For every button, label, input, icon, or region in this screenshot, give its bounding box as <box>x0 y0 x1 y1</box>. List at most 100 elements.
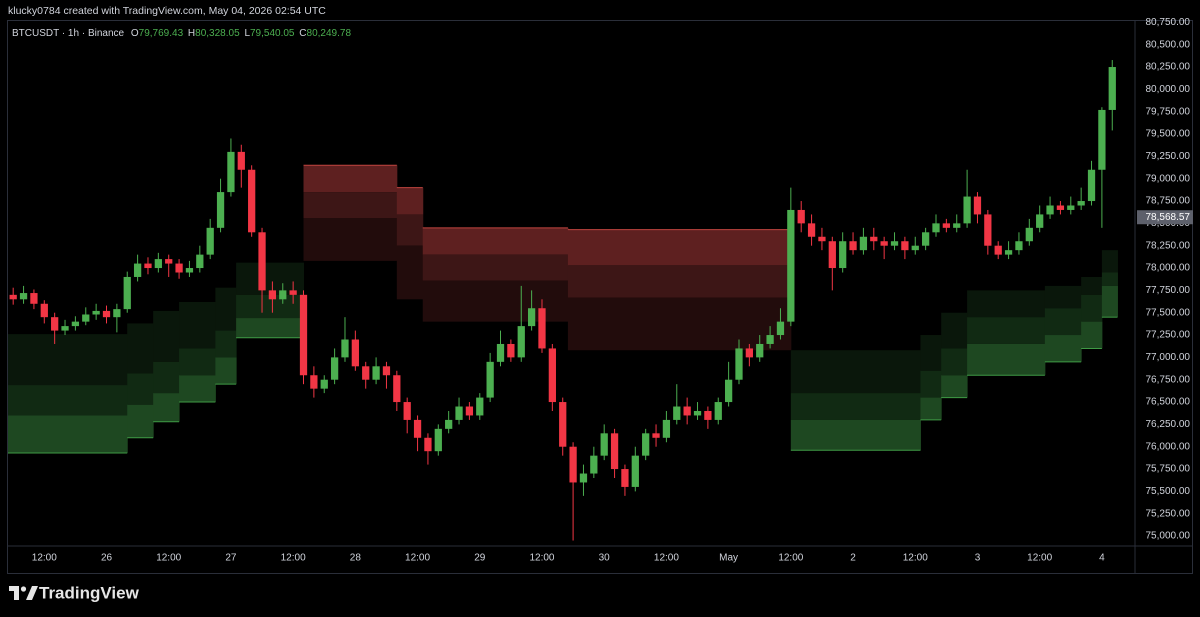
candle-body <box>621 469 629 487</box>
y-tick-label: 78,250.00 <box>1146 240 1191 251</box>
candle-body <box>932 223 940 233</box>
zone-band <box>967 290 1046 318</box>
candle-body <box>693 410 702 416</box>
zone-band <box>127 404 154 438</box>
zones <box>8 164 1118 454</box>
x-tick-label: 12:00 <box>156 553 181 564</box>
candle-body <box>797 209 805 224</box>
y-tick-label: 79,750.00 <box>1146 106 1191 117</box>
candle-body <box>1067 205 1075 210</box>
candle-body <box>745 348 753 358</box>
zone-band <box>236 262 305 295</box>
zone-band <box>967 343 1046 376</box>
zone-band <box>941 375 968 398</box>
zone-band <box>790 393 921 420</box>
zone-band <box>8 334 128 386</box>
candle-body <box>600 433 608 456</box>
candle-body <box>973 196 982 215</box>
candle-body <box>496 343 505 362</box>
zone-band <box>396 245 424 300</box>
candle-body <box>455 406 463 420</box>
candle-body <box>382 366 391 376</box>
candle-body <box>248 169 256 233</box>
x-tick-label: 29 <box>474 553 486 564</box>
zone-band <box>422 254 569 281</box>
zone-band <box>1081 321 1103 349</box>
candle-body <box>517 326 525 358</box>
zone-band <box>790 419 921 451</box>
candle-body <box>1015 241 1023 251</box>
zone-band <box>8 385 128 416</box>
candle-body <box>424 437 432 452</box>
x-tick-label: 12:00 <box>405 553 430 564</box>
candle-body <box>631 455 639 487</box>
zone-band <box>920 397 942 420</box>
y-tick-label: 79,500.00 <box>1146 129 1191 140</box>
candle-body <box>880 241 888 246</box>
candle-body <box>403 402 411 420</box>
x-tick-label: 26 <box>101 553 113 564</box>
logo-part <box>20 586 27 592</box>
candle-body <box>984 214 992 246</box>
candle-body <box>413 419 422 438</box>
candle-body <box>890 241 899 246</box>
candle-body <box>994 245 1002 255</box>
candle-body <box>123 276 131 310</box>
ohlc-key: H <box>188 28 195 39</box>
candle-body <box>662 419 671 438</box>
zone-band <box>153 310 180 362</box>
y-tick-label: 75,500.00 <box>1146 486 1191 497</box>
x-tick-label: 12:00 <box>281 553 306 564</box>
attribution: klucky0784 created with TradingView.com,… <box>8 5 326 17</box>
candle-body <box>828 241 836 269</box>
y-tick-label: 76,000.00 <box>1146 441 1191 452</box>
x-tick-label: 30 <box>599 553 611 564</box>
candle-body <box>154 259 162 269</box>
ohlc-key: C <box>299 28 306 39</box>
candle-body <box>258 232 266 291</box>
candle-body <box>787 209 795 322</box>
candle-body <box>756 343 764 358</box>
candle-body <box>776 321 785 336</box>
y-tick-label: 75,250.00 <box>1146 508 1191 519</box>
x-tick-label: 2 <box>850 553 856 564</box>
zone-band <box>1101 250 1118 273</box>
zone-band <box>1044 285 1082 309</box>
x-tick-label: 12:00 <box>903 553 928 564</box>
logo-part <box>9 586 19 600</box>
candle-body <box>465 406 474 416</box>
candle-body <box>393 375 401 403</box>
zone-band <box>215 357 237 385</box>
candle-body <box>310 375 318 389</box>
y-tick-label: 80,750.00 <box>1146 17 1191 28</box>
y-tick-label: 80,500.00 <box>1146 39 1191 50</box>
candle-body <box>476 397 484 416</box>
zone-band <box>567 265 792 298</box>
candle-body <box>1025 227 1033 242</box>
y-tick-label: 75,000.00 <box>1146 531 1191 542</box>
candle-body <box>61 326 69 331</box>
candle-body <box>704 410 712 420</box>
zone-band <box>1101 285 1118 318</box>
zone-band <box>236 318 305 338</box>
y-tick-label: 77,500.00 <box>1146 307 1191 318</box>
zone-band <box>8 415 128 453</box>
candle-body <box>82 314 90 322</box>
candle-body <box>113 309 121 318</box>
brand-logo <box>9 586 38 600</box>
zone-band <box>1081 276 1103 295</box>
candle-body <box>548 348 556 403</box>
candle-body <box>538 308 546 349</box>
ohlc-value: 79,540.05 <box>250 28 295 39</box>
candle-body <box>953 223 961 228</box>
y-tick-label: 76,750.00 <box>1146 374 1191 385</box>
axes: 75,000.00 75,250.00 75,500.00 75,750.00 76,0… <box>32 17 1193 564</box>
candle-body <box>237 151 245 170</box>
candle-body <box>71 321 80 327</box>
zone-band <box>1101 272 1118 286</box>
symbol-title: BTCUSDT · 1h · Binance <box>12 28 125 39</box>
zone-band <box>1044 308 1082 336</box>
candle-body <box>341 339 349 358</box>
candle-body <box>445 419 453 429</box>
